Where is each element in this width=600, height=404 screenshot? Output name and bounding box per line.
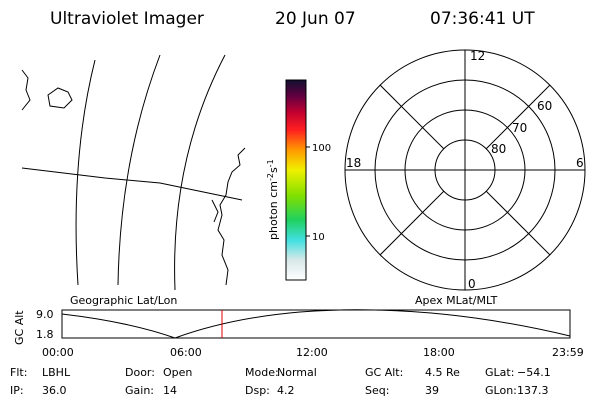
y-axis-label: GC Alt [13,310,26,345]
info-label: IP: [10,384,24,397]
mlt-label: 12 [470,49,485,63]
info-label: Mode: [245,366,279,379]
time: 07:36:41 UT [430,9,535,29]
info-value: 137.3 [517,384,549,397]
altitude-curve [61,309,571,339]
y-tick-label: 1.8 [36,328,54,341]
info-value: Normal [277,366,317,379]
x-tick-label: 06:00 [170,346,202,359]
polar-grid [344,49,586,291]
lat-label: 70 [512,121,527,135]
info-panel: Flt: LBHL IP: 36.0 Door: Open Gain: 14 Mode:Norm… [10,366,551,397]
x-tick-label: 23:59 [552,346,584,359]
mlt-label: 0 [468,277,476,291]
info-label: GLat: [485,366,514,379]
info-value: LBHL [42,366,71,379]
mlt-label: 18 [346,156,361,170]
colorbar-tick-label: 100 [312,143,331,154]
info-label: Seq: [365,384,389,397]
info-value: 39 [425,384,439,397]
map [21,54,246,291]
x-tick-label: 18:00 [423,346,455,359]
info-value: Open [163,366,192,379]
colorbar [285,79,307,281]
info-label: Door: [125,366,155,379]
info-value: 4.2 [277,384,295,397]
plot-title: Apex MLat/MLT [415,294,498,307]
x-tick-label: 12:00 [296,346,328,359]
info-value: 4.5 Re [425,366,460,379]
plot-title: Geographic Lat/Lon [70,294,177,307]
info-label: Flt: [10,366,27,379]
info-value: 36.0 [42,384,67,397]
info-label: Gain: [125,384,154,397]
title: Ultraviolet Imager [50,9,204,29]
colorbar-label: photon cm-2s-1 [266,159,280,240]
x-tick-label: 00:00 [42,346,74,359]
lat-label: 60 [537,99,552,113]
colorbar-tick-label: 10 [312,232,325,243]
y-tick-label: 9.0 [36,308,54,321]
info-label: GC Alt: [365,366,403,379]
info-value: −54.1 [517,366,551,379]
mlt-label: 6 [576,156,584,170]
date: 20 Jun 07 [275,9,356,29]
plot-frame [61,309,571,339]
info-label: GLon: [485,384,517,397]
info-value: 14 [163,384,177,397]
info-label: Dsp: [245,384,270,397]
lat-label: 80 [491,142,506,156]
